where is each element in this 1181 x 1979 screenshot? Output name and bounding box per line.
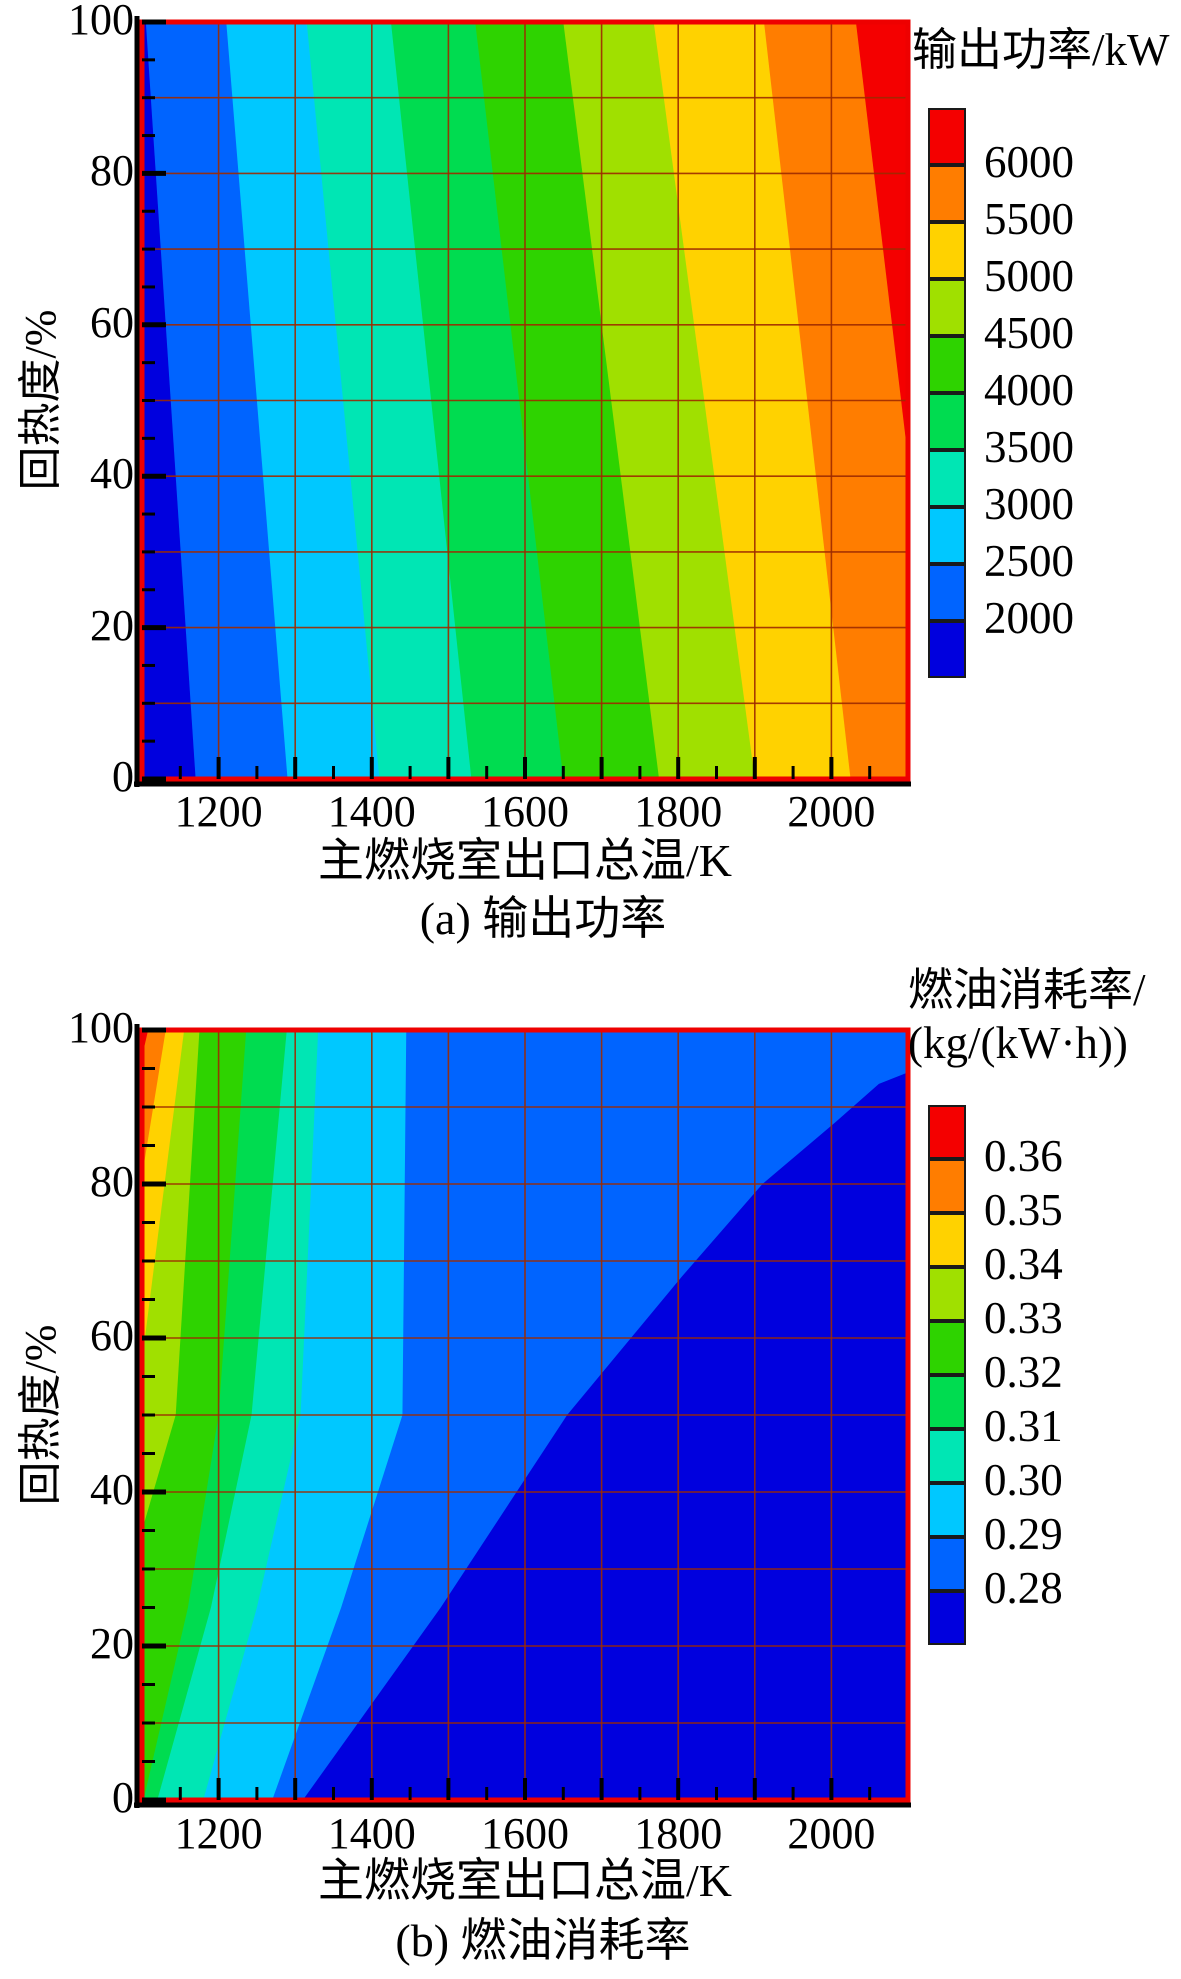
colorbar-cell <box>928 165 966 222</box>
colorbar-cell <box>928 393 966 450</box>
colorbar-label: 2500 <box>984 536 1074 586</box>
x-tick-label: 1200 <box>174 1809 263 1858</box>
colorbar-label: 0.31 <box>984 1401 1063 1451</box>
colorbar-title-a: 输出功率/kW <box>912 25 1170 75</box>
colorbar-label: 4000 <box>984 365 1074 415</box>
caption-a: (a) 输出功率 <box>419 893 667 944</box>
colorbar-label: 3500 <box>984 422 1074 472</box>
contour-plot-b <box>134 1024 911 1808</box>
plot-area-a <box>134 16 911 787</box>
x-tick-label: 2000 <box>787 1809 876 1858</box>
y-tick-label: 40 <box>90 449 134 499</box>
colorbar-label: 0.32 <box>984 1347 1063 1397</box>
colorbar-label: 5500 <box>984 194 1074 244</box>
plot-area-b <box>134 1024 911 1808</box>
y-tick-label: 0 <box>112 1773 134 1822</box>
y-tick-label: 60 <box>90 1311 134 1360</box>
colorbar-cell <box>928 507 966 564</box>
x-tick-label: 1400 <box>327 787 416 836</box>
x-axis-title-a: 主燃烧室出口总温/K <box>318 835 732 886</box>
y-tick-label: 80 <box>90 1157 134 1206</box>
colorbar-cell <box>928 279 966 336</box>
colorbar-cell <box>928 450 966 507</box>
colorbar-label: 6000 <box>984 137 1074 187</box>
x-tick-label: 1800 <box>634 1809 723 1858</box>
contour-plot-a <box>134 16 911 787</box>
colorbar-cell <box>928 1321 966 1375</box>
colorbar-label: 5000 <box>984 251 1074 301</box>
colorbar-cell <box>928 1483 966 1537</box>
colorbar-cell <box>928 1159 966 1213</box>
colorbar-label: 0.28 <box>984 1563 1063 1613</box>
colorbar-cell <box>928 1537 966 1591</box>
y-tick-label: 20 <box>90 600 134 650</box>
colorbar-cell <box>928 222 966 279</box>
x-tick-label: 1600 <box>481 787 569 836</box>
colorbar-cell <box>928 1591 966 1645</box>
x-tick-label: 1200 <box>174 787 263 836</box>
colorbar-cell <box>928 1213 966 1267</box>
x-tick-label: 1800 <box>634 787 723 836</box>
colorbar-cell <box>928 1267 966 1321</box>
colorbar-label: 0.34 <box>984 1239 1063 1289</box>
colorbar-label: 0.33 <box>984 1293 1063 1343</box>
y-tick-label: 100 <box>68 1003 134 1052</box>
colorbar-label: 0.30 <box>984 1455 1063 1505</box>
y-tick-label: 60 <box>90 297 134 347</box>
colorbar-cell <box>928 1105 966 1159</box>
colorbar-title-b-line2: (kg/(kW·h)) <box>908 1018 1128 1069</box>
x-axis-title-b: 主燃烧室出口总温/K <box>318 1855 732 1906</box>
caption-b: (b) 燃油消耗率 <box>395 1915 691 1966</box>
colorbar-title-b-line1: 燃油消耗率/ <box>908 965 1146 1015</box>
colorbar-cell <box>928 621 966 678</box>
y-tick-label: 20 <box>90 1619 134 1668</box>
x-tick-label: 1600 <box>481 1809 569 1858</box>
colorbar-cell <box>928 1429 966 1483</box>
x-tick-label: 1400 <box>327 1809 416 1858</box>
colorbar-label: 3000 <box>984 479 1074 529</box>
colorbar-title-b: 燃油消耗率/ (kg/(kW·h)) <box>908 964 1146 1070</box>
y-tick-label: 80 <box>90 146 134 196</box>
y-tick-label: 40 <box>90 1465 134 1514</box>
colorbar-cell <box>928 1375 966 1429</box>
colorbar-cell <box>928 108 966 165</box>
x-tick-label: 2000 <box>787 787 876 836</box>
y-tick-label: 0 <box>112 752 134 801</box>
contour-band <box>855 22 908 459</box>
colorbar-cell <box>928 336 966 393</box>
colorbar-label: 0.36 <box>984 1131 1063 1181</box>
contour-bands <box>142 22 908 779</box>
colorbar-cell <box>928 564 966 621</box>
contour-band <box>302 1072 908 1800</box>
colorbar-label: 2000 <box>984 593 1074 643</box>
colorbar-label: 0.35 <box>984 1185 1063 1235</box>
y-tick-label: 100 <box>68 0 134 44</box>
colorbar-label: 4500 <box>984 308 1074 358</box>
colorbar-label: 0.29 <box>984 1509 1063 1559</box>
